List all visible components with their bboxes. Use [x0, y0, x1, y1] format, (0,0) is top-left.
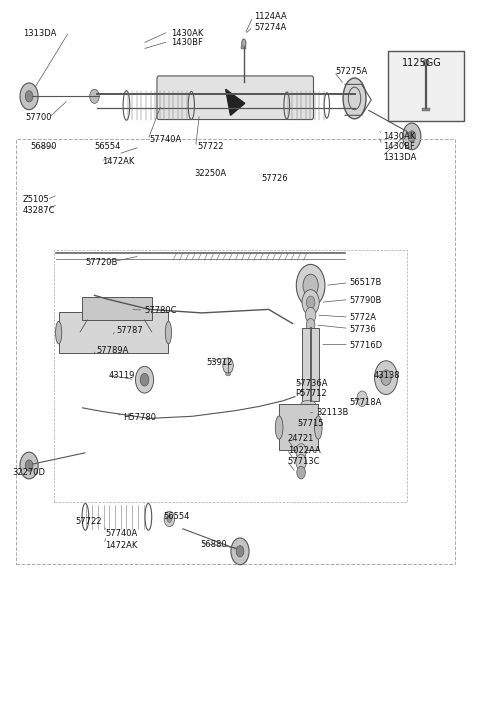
Circle shape: [135, 366, 154, 393]
Circle shape: [236, 546, 244, 557]
Text: 1125GG: 1125GG: [401, 59, 441, 68]
Text: 1313DA: 1313DA: [383, 153, 417, 162]
Circle shape: [296, 443, 306, 459]
Text: 57715: 57715: [297, 419, 324, 428]
Text: 57713C: 57713C: [288, 457, 320, 466]
Text: 57700: 57700: [25, 113, 52, 122]
Circle shape: [297, 466, 305, 479]
Ellipse shape: [56, 321, 62, 344]
Bar: [302, 328, 319, 401]
Bar: [82, 297, 152, 320]
Bar: [16, 138, 455, 564]
Ellipse shape: [165, 321, 171, 344]
Circle shape: [167, 515, 172, 522]
Text: 56880: 56880: [201, 540, 228, 549]
Circle shape: [296, 264, 325, 306]
Text: 56554: 56554: [95, 143, 121, 152]
Circle shape: [302, 289, 319, 315]
Text: 57740A: 57740A: [106, 530, 138, 538]
Circle shape: [303, 274, 318, 297]
Circle shape: [223, 358, 233, 373]
Text: 57722: 57722: [197, 143, 224, 152]
Ellipse shape: [226, 372, 230, 376]
Ellipse shape: [301, 400, 315, 407]
Text: 5772A: 5772A: [350, 313, 377, 323]
Circle shape: [25, 460, 33, 471]
Text: 43119: 43119: [109, 371, 135, 380]
Text: 57274A: 57274A: [254, 23, 287, 32]
Text: 1430BF: 1430BF: [383, 142, 415, 151]
Text: 57787: 57787: [116, 326, 143, 335]
Circle shape: [357, 391, 367, 407]
Text: 1124AA: 1124AA: [254, 13, 287, 21]
Ellipse shape: [423, 59, 429, 66]
Ellipse shape: [301, 436, 315, 442]
Text: 32270D: 32270D: [12, 468, 45, 477]
Text: 24721: 24721: [288, 434, 314, 443]
Text: 57716D: 57716D: [350, 342, 383, 350]
Text: 56890: 56890: [30, 143, 57, 152]
Text: 1472AK: 1472AK: [106, 542, 138, 550]
FancyBboxPatch shape: [157, 76, 313, 119]
Ellipse shape: [276, 416, 283, 439]
Text: 1430AK: 1430AK: [383, 132, 416, 141]
Ellipse shape: [301, 409, 315, 416]
Text: 57736A: 57736A: [295, 378, 327, 388]
Circle shape: [374, 361, 397, 395]
Bar: [279, 405, 318, 450]
Circle shape: [20, 452, 38, 479]
Text: 1430BF: 1430BF: [171, 38, 203, 47]
Text: 56554: 56554: [164, 512, 190, 520]
Text: 57275A: 57275A: [336, 67, 368, 76]
Bar: [388, 51, 464, 121]
Text: 57722: 57722: [75, 517, 102, 526]
Text: H57780: H57780: [123, 413, 156, 422]
Ellipse shape: [314, 416, 322, 439]
Circle shape: [408, 131, 416, 142]
Text: P57712: P57712: [295, 389, 326, 398]
Text: Z5105: Z5105: [23, 195, 49, 204]
Text: 57740A: 57740A: [149, 136, 181, 145]
Ellipse shape: [343, 78, 366, 119]
Ellipse shape: [241, 39, 246, 48]
Text: 57726: 57726: [262, 174, 288, 183]
Text: 56517B: 56517B: [350, 278, 382, 287]
Circle shape: [140, 373, 149, 386]
Circle shape: [305, 307, 316, 323]
Text: 43138: 43138: [373, 371, 400, 380]
Text: 43287C: 43287C: [23, 205, 55, 215]
Bar: [422, 108, 430, 111]
Circle shape: [306, 296, 315, 309]
Bar: [59, 312, 168, 353]
Text: 53912: 53912: [206, 358, 233, 366]
Ellipse shape: [301, 427, 315, 433]
Bar: [54, 251, 407, 502]
Polygon shape: [226, 89, 245, 115]
Text: 32250A: 32250A: [195, 169, 227, 178]
Text: 57789A: 57789A: [97, 346, 129, 354]
Ellipse shape: [301, 418, 315, 424]
Circle shape: [296, 454, 306, 469]
Circle shape: [90, 89, 99, 103]
Text: 57718A: 57718A: [350, 397, 382, 407]
Text: 57780C: 57780C: [144, 306, 177, 316]
Circle shape: [231, 538, 249, 565]
Text: 32113B: 32113B: [316, 408, 349, 417]
Text: 57790B: 57790B: [350, 296, 382, 305]
Text: 1472AK: 1472AK: [102, 157, 134, 166]
Circle shape: [25, 90, 33, 102]
Text: 1022AA: 1022AA: [288, 445, 321, 455]
Text: 57720B: 57720B: [85, 258, 117, 268]
Text: 57736: 57736: [350, 325, 376, 335]
Circle shape: [381, 370, 391, 385]
Circle shape: [403, 123, 421, 150]
Text: 1313DA: 1313DA: [23, 28, 56, 37]
Bar: [241, 47, 246, 49]
Circle shape: [306, 318, 315, 331]
Circle shape: [20, 83, 38, 109]
Circle shape: [164, 511, 175, 527]
Text: 1430AK: 1430AK: [171, 28, 203, 37]
